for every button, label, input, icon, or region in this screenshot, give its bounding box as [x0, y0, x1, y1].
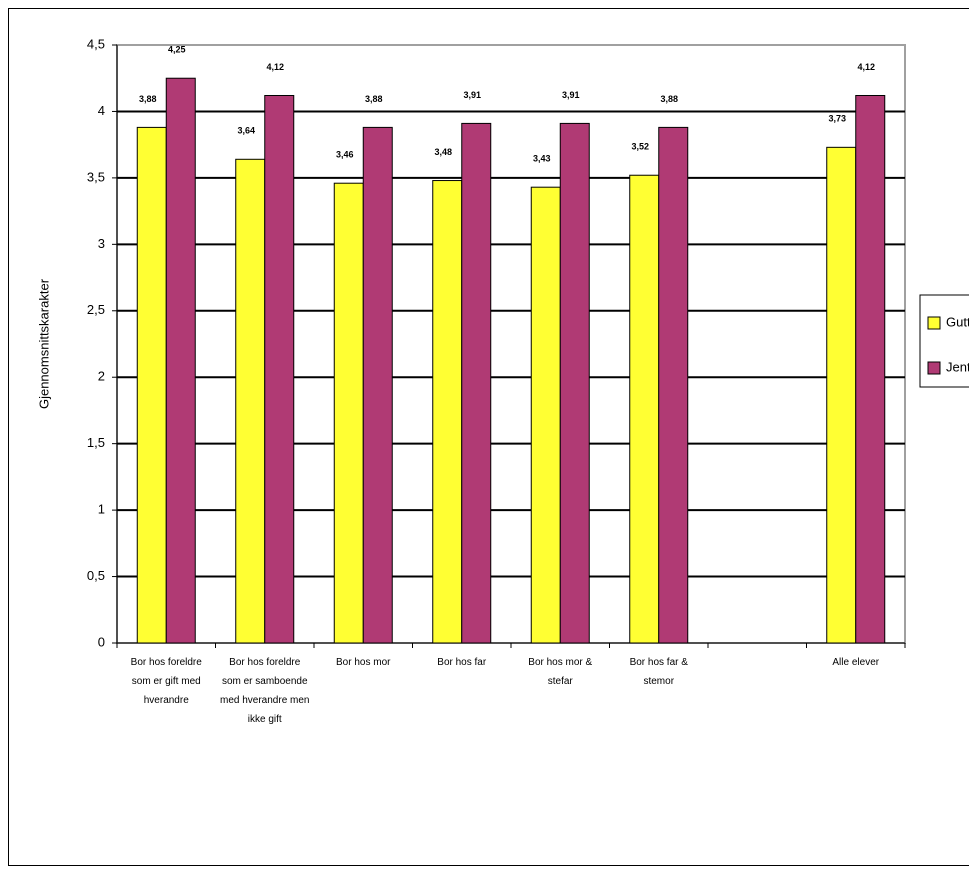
x-tick-label-box: Bor hos mor & stefar — [528, 657, 593, 687]
bar — [559, 122, 590, 644]
bar — [855, 94, 886, 644]
x-tick-label-box: Bor hos far & stemor — [629, 657, 688, 687]
x-tick-label-box: Bor hos foreldre som er gift med hverand… — [130, 657, 202, 706]
legend-label: Gutter — [946, 314, 969, 329]
bar — [264, 94, 295, 644]
bar — [362, 126, 393, 644]
data-label: 3,88 — [660, 94, 678, 104]
data-label: 3,88 — [139, 94, 157, 104]
y-tick-label: 4,5 — [87, 36, 105, 51]
y-tick-label: 4 — [98, 103, 105, 118]
bar — [165, 77, 196, 644]
bar — [136, 126, 167, 644]
bar — [629, 174, 660, 644]
legend-swatch — [927, 316, 941, 330]
y-tick-label: 2,5 — [87, 302, 105, 317]
data-label: 4,25 — [168, 45, 186, 55]
y-tick-label: 1 — [98, 502, 105, 517]
y-axis-title: Gjennomsnittskarakter — [36, 278, 51, 409]
x-tick-label: Bor hos far & stemor — [629, 657, 688, 687]
x-tick-label-box: Bor hos far — [437, 657, 487, 668]
data-label: 3,91 — [562, 90, 580, 100]
bar — [658, 126, 689, 644]
bar — [461, 122, 492, 644]
x-tick-label-box: Bor hos mor — [336, 657, 391, 668]
x-tick-label: Bor hos mor & stefar — [528, 657, 593, 687]
bar — [333, 182, 364, 644]
x-tick-label: Bor hos foreldre som er samboende med hv… — [220, 657, 310, 725]
data-label: 3,43 — [533, 154, 551, 164]
y-tick-label: 0,5 — [87, 568, 105, 583]
data-label: 3,46 — [336, 150, 354, 160]
data-label: 3,52 — [631, 142, 649, 152]
x-tick-label: Bor hos mor — [336, 657, 391, 668]
bar — [826, 146, 857, 644]
x-tick-label: Alle elever — [832, 657, 880, 668]
legend-swatch — [927, 361, 941, 375]
x-tick-label: Bor hos foreldre som er gift med hverand… — [130, 657, 202, 706]
bar — [235, 158, 266, 644]
data-label: 3,91 — [463, 90, 481, 100]
x-tick-label-box: Bor hos foreldre som er samboende med hv… — [220, 657, 310, 725]
legend-label: Jenter — [946, 359, 969, 374]
y-tick-label: 3,5 — [87, 169, 105, 184]
x-tick-label-box: Alle elever — [832, 657, 880, 668]
data-label: 4,12 — [857, 62, 875, 72]
data-label: 3,64 — [237, 126, 255, 136]
y-tick-label: 1,5 — [87, 435, 105, 450]
x-tick-label: Bor hos far — [437, 657, 487, 668]
data-label: 3,88 — [365, 94, 383, 104]
plot-area — [116, 44, 906, 644]
y-tick-label: 2 — [98, 369, 105, 384]
data-label: 4,12 — [266, 62, 284, 72]
y-tick-label: 0 — [98, 634, 105, 649]
bar — [432, 180, 463, 644]
bar — [530, 186, 561, 644]
data-label: 3,73 — [828, 114, 846, 124]
y-tick-label: 3 — [98, 236, 105, 251]
data-label: 3,48 — [434, 147, 452, 157]
